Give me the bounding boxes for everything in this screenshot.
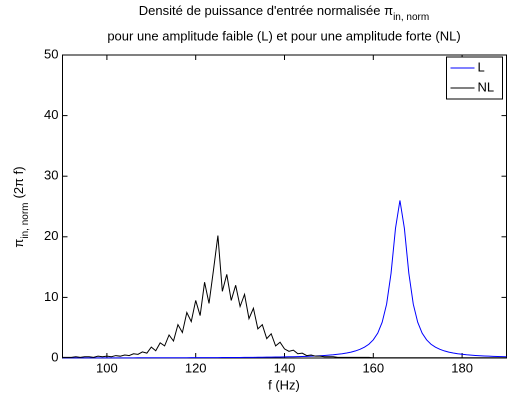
plot-frame bbox=[62, 54, 507, 359]
ylabel-subscript: in, norm bbox=[20, 202, 31, 238]
y-tick-label: 0 bbox=[51, 349, 58, 364]
series-line bbox=[62, 235, 507, 359]
ylabel-suffix: (2π f) bbox=[11, 166, 26, 198]
x-tick-label: 120 bbox=[185, 360, 207, 375]
chart-subtitle: pour une amplitude faible (L) et pour un… bbox=[107, 28, 460, 43]
chart-title: Densité de puissance d'entrée normalisée… bbox=[139, 3, 429, 22]
title-subscript: in, norm bbox=[393, 12, 429, 23]
title-main: Densité de puissance d'entrée normalisée… bbox=[139, 3, 393, 18]
x-tick-label: 100 bbox=[96, 360, 118, 375]
y-axis-label: πin, norm (2π f) bbox=[11, 166, 30, 247]
y-tick-label: 20 bbox=[44, 228, 58, 243]
y-tick-label: 50 bbox=[44, 46, 58, 61]
x-axis-label: f (Hz) bbox=[268, 377, 300, 392]
x-tick-label: 140 bbox=[274, 360, 296, 375]
ylabel-main: π bbox=[11, 239, 26, 248]
legend-box bbox=[446, 56, 503, 100]
x-tick-label: 180 bbox=[451, 360, 473, 375]
y-tick-label: 30 bbox=[44, 168, 58, 183]
legend-label: L bbox=[478, 59, 485, 74]
y-tick-label: 40 bbox=[44, 107, 58, 122]
y-tick-label: 10 bbox=[44, 289, 58, 304]
x-tick-label: 160 bbox=[362, 360, 384, 375]
legend-label: NL bbox=[478, 79, 495, 94]
series-line bbox=[62, 200, 507, 359]
